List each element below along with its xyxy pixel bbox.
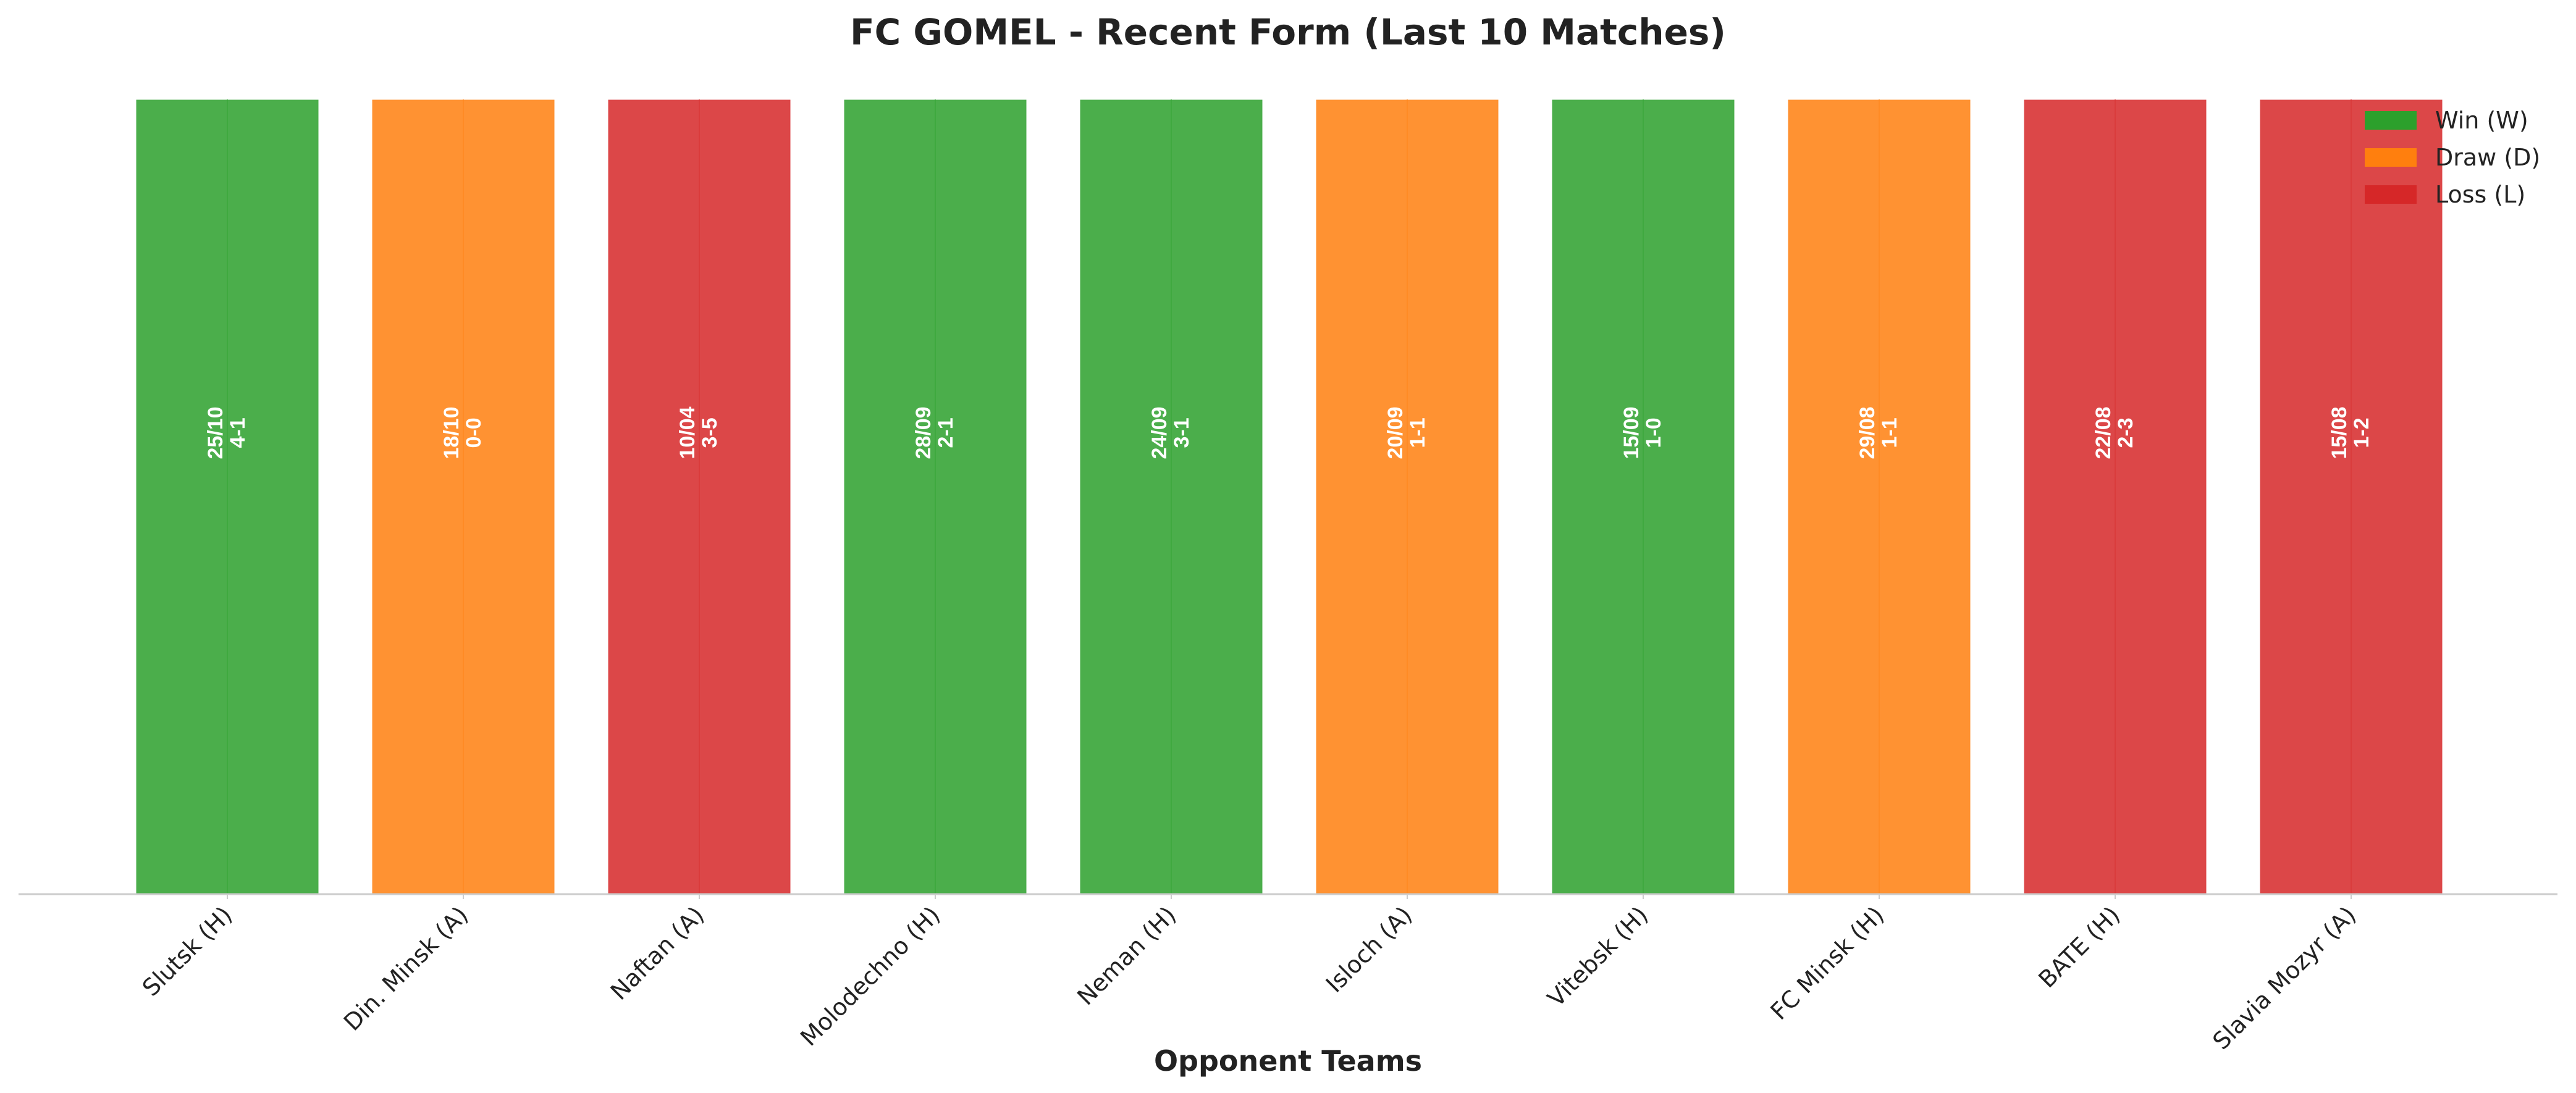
result-bar [2258, 98, 2444, 895]
bar-data-label: 18/100-0 [440, 406, 486, 459]
match-date: 28/09 [912, 406, 935, 459]
match-date: 18/10 [440, 406, 463, 459]
bars-layer: 25/104-1 18/100-0 10/043-5 28/092-1 24/093-1… [134, 98, 2444, 895]
bar-data-label: 10/043-5 [676, 406, 722, 459]
legend-item: Loss (L) [2365, 181, 2525, 208]
x-tick-label: Slutsk (H) [137, 901, 237, 1001]
result-bar [606, 98, 793, 895]
x-tick-label: Slavia Mozyr (A) [2207, 901, 2361, 1055]
legend-label: Win (W) [2435, 107, 2528, 134]
legend-swatch [2365, 148, 2417, 167]
bar-group: 18/100-0 [370, 98, 557, 895]
x-tick-label: Neman (H) [1072, 901, 1181, 1010]
bar-data-label: 24/093-1 [1148, 406, 1193, 459]
bar-data-label: 28/092-1 [912, 406, 958, 459]
x-tick-label: FC Minsk (H) [1766, 901, 1890, 1025]
match-date: 15/09 [1620, 406, 1643, 459]
x-tick-label: Isloch (A) [1321, 901, 1418, 998]
x-tick-label: BATE (H) [2033, 901, 2125, 993]
bar-group: 24/093-1 [1078, 98, 1265, 895]
legend-label: Draw (D) [2435, 144, 2540, 171]
result-bar [1314, 98, 1501, 895]
bar-group: 28/092-1 [842, 98, 1029, 895]
match-score: 2-3 [2114, 417, 2137, 448]
legend-item: Win (W) [2365, 107, 2528, 134]
legend: Win (W) Draw (D) Loss (L) [2365, 107, 2540, 208]
result-bar [370, 98, 557, 895]
bar-group: 15/091-0 [1550, 98, 1736, 895]
match-score: 1-1 [1878, 417, 1901, 448]
match-score: 1-2 [2350, 417, 2373, 448]
match-score: 3-5 [698, 417, 722, 448]
result-bar [134, 98, 321, 895]
result-bar [842, 98, 1029, 895]
match-date: 25/10 [204, 406, 227, 459]
match-date: 20/09 [1384, 406, 1407, 459]
legend-label: Loss (L) [2435, 181, 2525, 208]
match-score: 1-1 [1406, 417, 1429, 448]
match-date: 15/08 [2328, 406, 2351, 459]
match-score: 0-0 [462, 417, 486, 448]
match-score: 2-1 [934, 417, 958, 448]
bar-group: 10/043-5 [606, 98, 793, 895]
bar-data-label: 15/091-0 [1620, 406, 1665, 459]
match-score: 4-1 [226, 417, 250, 448]
bar-group: 25/104-1 [134, 98, 321, 895]
x-tick-labels: Slutsk (H) Din. Minsk (A) Naftan (A) Molode… [137, 894, 2361, 1055]
match-date: 22/08 [2092, 406, 2115, 459]
bar-data-label: 22/082-3 [2092, 406, 2137, 459]
match-date: 10/04 [676, 406, 699, 459]
x-tick-label: Din. Minsk (A) [339, 901, 474, 1036]
legend-swatch [2365, 185, 2417, 204]
result-bar [1550, 98, 1736, 895]
legend-item: Draw (D) [2365, 144, 2540, 171]
bar-group: 22/082-3 [2022, 98, 2208, 895]
x-tick-label: Molodechno (H) [795, 901, 945, 1051]
bar-data-label: 15/081-2 [2328, 406, 2373, 459]
bar-group: 15/081-2 [2258, 98, 2444, 895]
chart-title: FC GOMEL - Recent Form (Last 10 Matches) [850, 11, 1726, 53]
bar-data-label: 29/081-1 [1856, 406, 1901, 459]
match-score: 3-1 [1170, 417, 1193, 448]
x-tick-label: Vitebsk (H) [1543, 901, 1654, 1012]
x-axis-title: Opponent Teams [1154, 1044, 1422, 1078]
match-score: 1-0 [1642, 417, 1665, 448]
match-date: 29/08 [1856, 406, 1879, 459]
bar-data-label: 25/104-1 [204, 406, 250, 459]
bar-group: 29/081-1 [1786, 98, 1972, 895]
legend-swatch [2365, 111, 2417, 130]
result-bar [1078, 98, 1265, 895]
match-date: 24/09 [1148, 406, 1171, 459]
bar-data-label: 20/091-1 [1384, 406, 1429, 459]
bar-group: 20/091-1 [1314, 98, 1501, 895]
x-tick-label: Naftan (A) [605, 901, 710, 1005]
